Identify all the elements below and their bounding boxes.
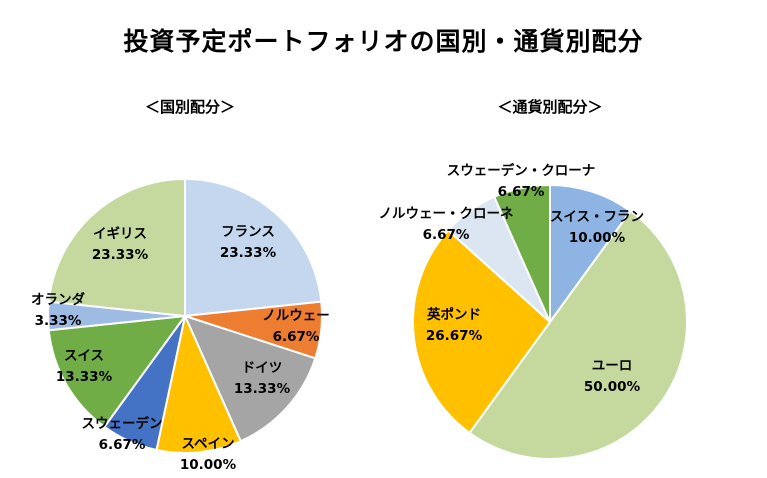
- currency-slice-4-value-label: 6.67%: [498, 184, 545, 200]
- chart-main-title: 投資予定ポートフォリオの国別・通貨別配分: [123, 27, 644, 56]
- currency-slice-1: [468, 209, 688, 461]
- currency-slice-4: [492, 183, 551, 323]
- currency-pie: スイス・フラン 10.00% ユーロ 50.00% 英ポンド 26.67% ノルウェー・クロ…: [379, 162, 688, 461]
- currency-slice-4-name-label: スウェーデン・クローナ: [447, 162, 596, 179]
- country-slice-5-value-label: 13.33%: [56, 369, 113, 385]
- country-slice-3-name-label: スペイン: [181, 436, 234, 452]
- currency-slice-2: [412, 228, 552, 435]
- currency-slice-3-name-label: ノルウェー・クローネ: [379, 206, 514, 222]
- country-slice-0: [184, 177, 323, 318]
- country-slice-3-value-label: 10.00%: [180, 457, 237, 473]
- country-slice-2-name-label: ドイツ: [242, 360, 283, 376]
- currency-slice-3-value-label: 6.67%: [423, 227, 470, 243]
- country-slice-5-name-label: スイス: [64, 348, 104, 364]
- country-slice-6-value-label: 3.33%: [35, 313, 82, 329]
- currency-chart-title: ＜通貨別配分＞: [497, 98, 603, 116]
- country-slice-6-name-label: オランダ: [31, 291, 85, 308]
- currency-slice-1-name-label: ユーロ: [592, 358, 633, 374]
- country-slice-2-value-label: 13.33%: [234, 381, 291, 397]
- country-pie: フランス 23.33% ノルウェー 6.67% ドイツ 13.33% スペイン 10.00% ス…: [31, 177, 330, 473]
- country-slice-2: [183, 314, 317, 443]
- country-chart-title: ＜国別配分＞: [144, 98, 235, 116]
- country-slice-0-value-label: 23.33%: [220, 245, 277, 261]
- country-slice-4-name-label: スウェーデン: [82, 415, 163, 432]
- country-slice-1-value-label: 6.67%: [273, 329, 320, 345]
- country-slice-7-name-label: イギリス: [93, 226, 147, 242]
- country-slice-1-name-label: ノルウェー: [262, 308, 330, 324]
- country-slice-7: [47, 177, 186, 318]
- country-slice-3: [155, 312, 243, 454]
- currency-slice-0: [549, 183, 632, 326]
- country-slice-0-name-label: フランス: [221, 224, 275, 240]
- currency-slice-2-name-label: 英ポンド: [426, 306, 481, 323]
- country-slice-7-value-label: 23.33%: [92, 247, 149, 263]
- currency-slice-2-value-label: 26.67%: [426, 328, 483, 344]
- country-slice-5: [47, 314, 188, 429]
- currency-slice-1-value-label: 50.00%: [584, 379, 641, 395]
- currency-slice-0-value-label: 10.00%: [569, 230, 626, 246]
- country-slice-4-value-label: 6.67%: [99, 437, 146, 453]
- currency-slice-0-name-label: スイス・フラン: [550, 209, 644, 225]
